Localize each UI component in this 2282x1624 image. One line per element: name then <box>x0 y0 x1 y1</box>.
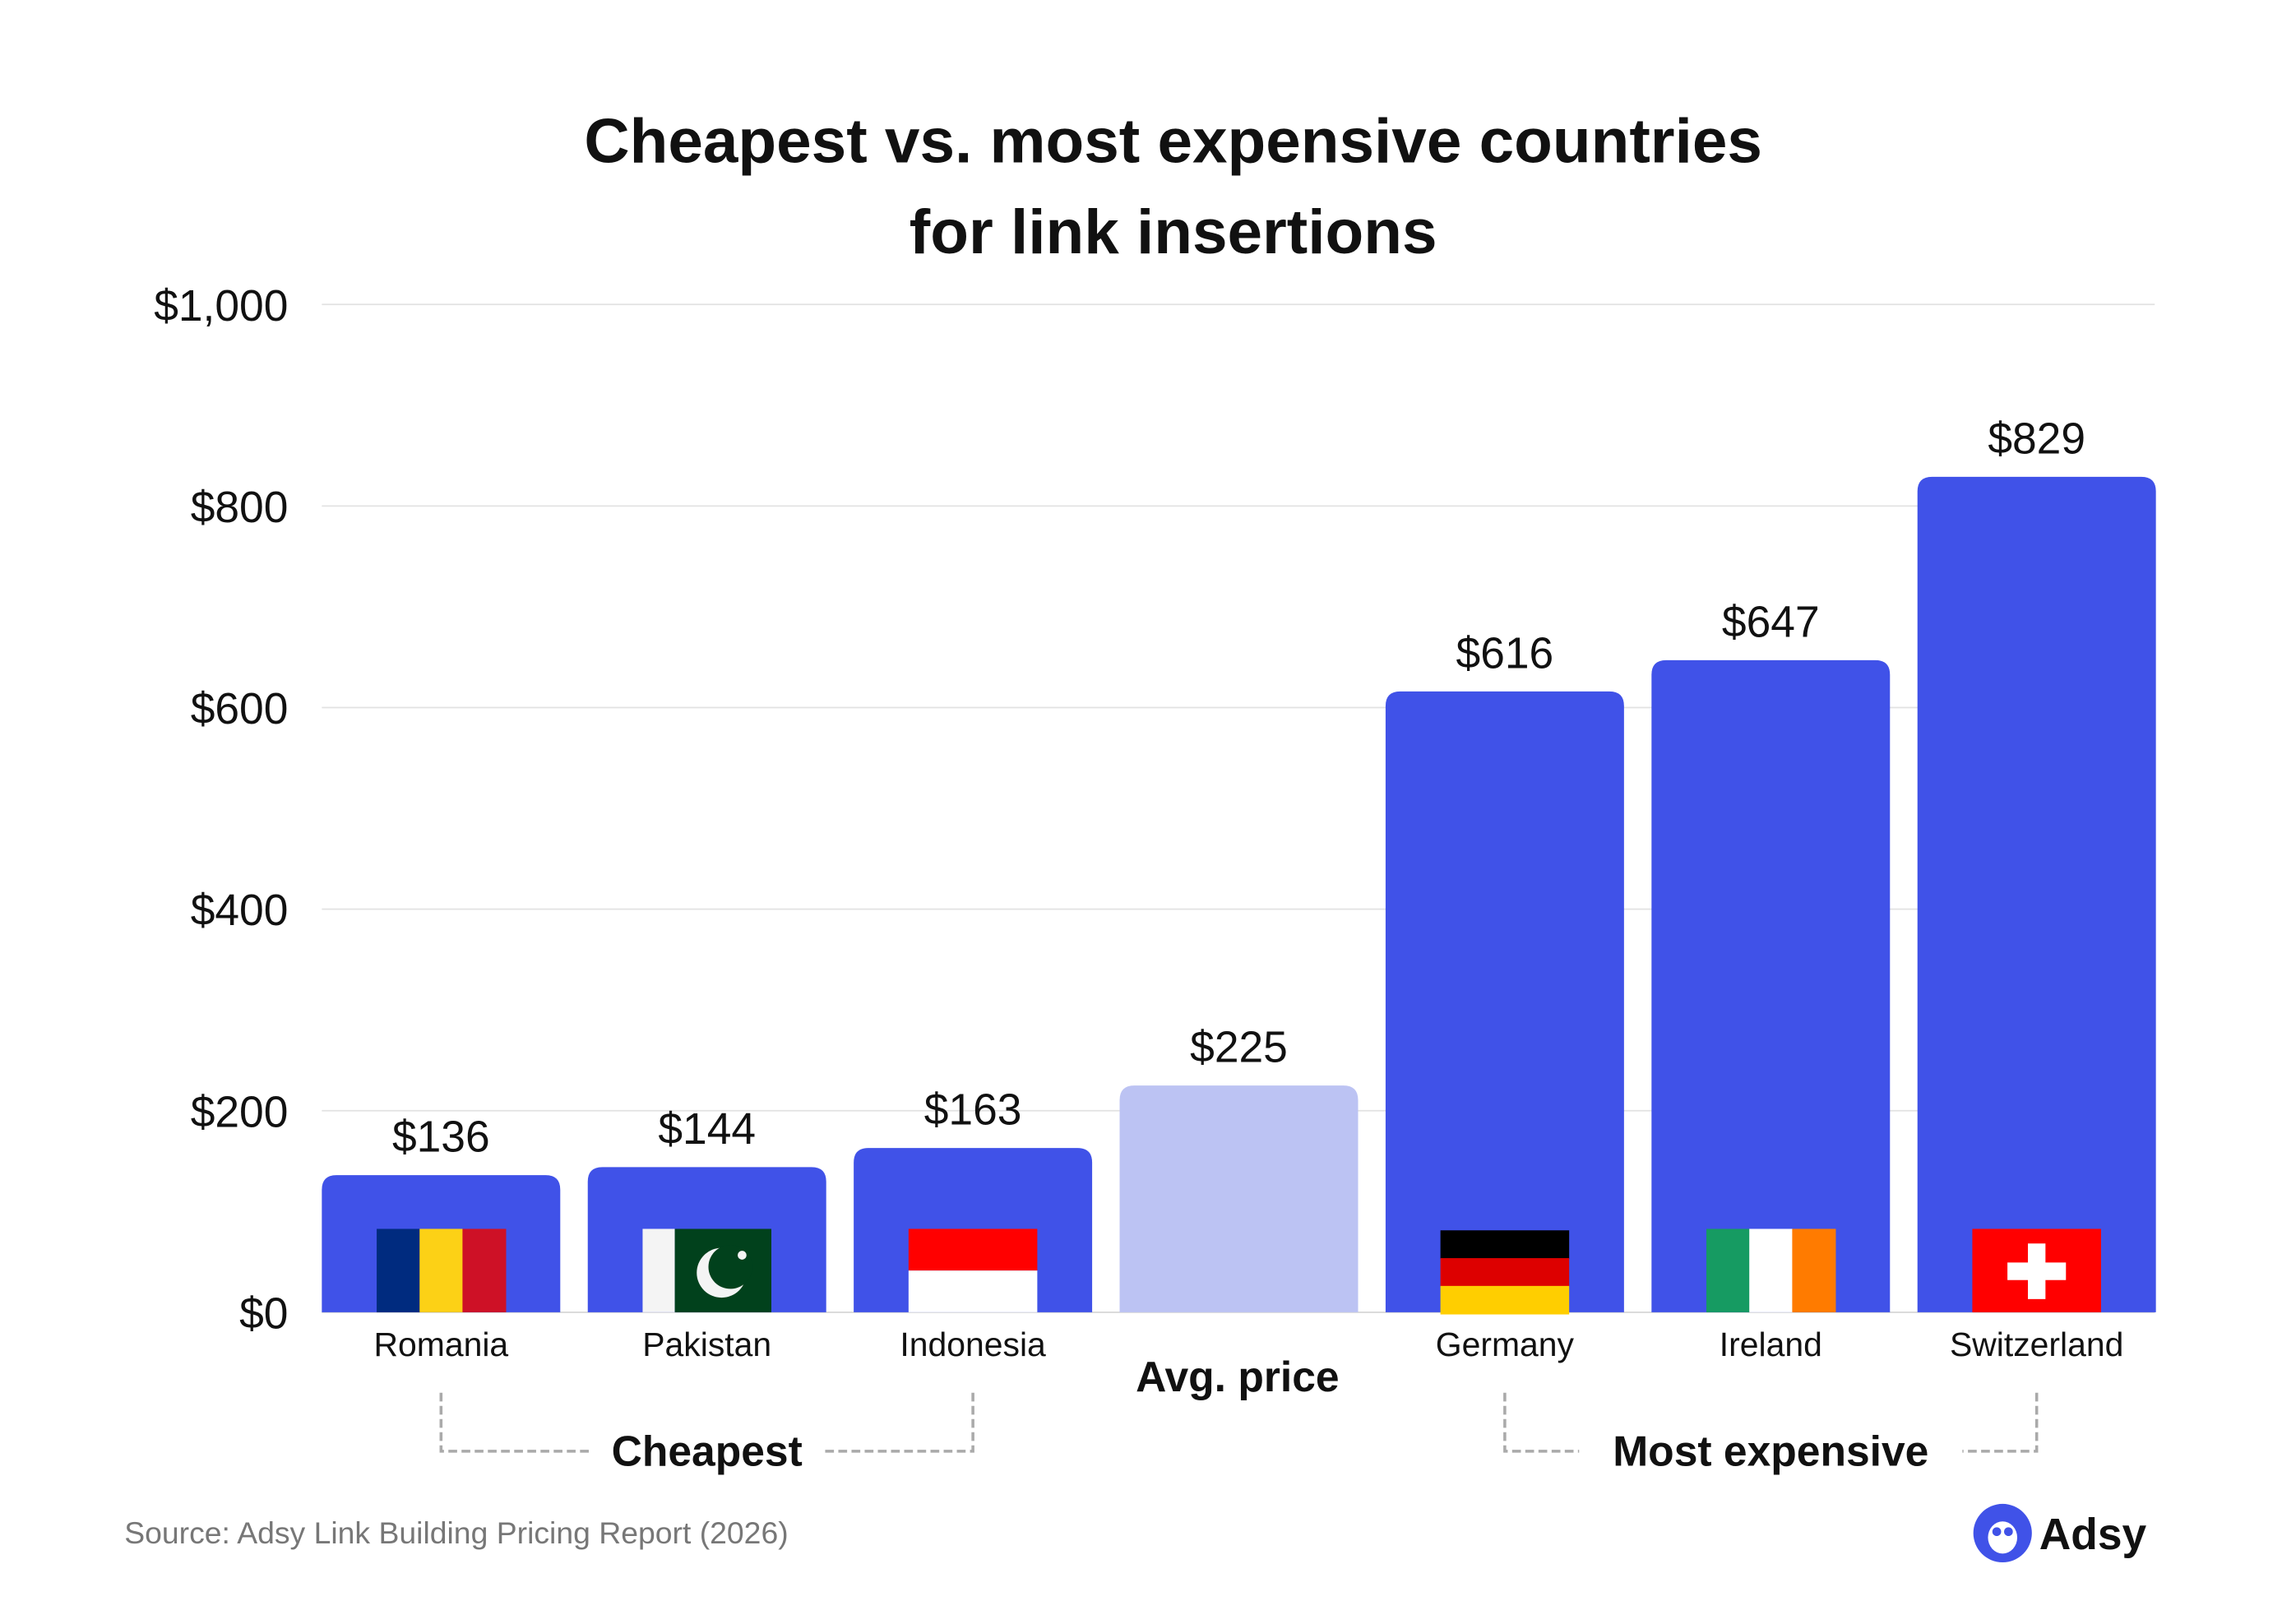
romania-flag-icon <box>377 1228 507 1312</box>
value-label: $616 <box>1456 629 1554 678</box>
y-tick-label: $200 <box>191 1088 289 1136</box>
value-label: $144 <box>658 1105 756 1154</box>
y-tick-label: $800 <box>191 483 289 532</box>
switzerland-flag-icon <box>1972 1228 2101 1312</box>
category-label: Ireland <box>1720 1326 1822 1363</box>
germany-flag-icon <box>1440 1230 1570 1315</box>
group-bracket: Most expensive <box>1503 1392 2039 1475</box>
y-tick-label: $0 <box>239 1289 288 1338</box>
bar <box>1651 659 1891 1312</box>
bar <box>1119 1085 1359 1312</box>
value-label: $136 <box>392 1113 490 1162</box>
avg-price-label: Avg. price <box>1136 1353 1339 1400</box>
bar <box>1385 691 1624 1312</box>
source-note: Source: Adsy Link Building Pricing Repor… <box>124 1515 788 1550</box>
y-tick-label: $1,000 <box>154 282 288 331</box>
value-label: $225 <box>1190 1024 1288 1072</box>
y-tick-label: $600 <box>191 685 289 733</box>
group-bracket: Cheapest <box>439 1392 974 1475</box>
group-brackets: Cheapest Most expensive <box>439 1392 2039 1475</box>
category-label: Switzerland <box>1950 1326 2123 1363</box>
category-label: Romania <box>373 1326 508 1363</box>
svg-text:Adsy: Adsy <box>2039 1511 2147 1559</box>
indonesia-flag-icon <box>908 1228 1038 1312</box>
group-label: Most expensive <box>1613 1427 1928 1475</box>
value-label: $163 <box>924 1086 1022 1135</box>
value-label: $829 <box>1988 414 2085 463</box>
y-tick-label: $400 <box>191 886 289 935</box>
category-label: Pakistan <box>642 1326 771 1363</box>
y-axis: $0 $200 $400 $600 $800 $1,000 <box>154 282 288 1339</box>
chart-title-line-2: for link insertions <box>910 197 1437 267</box>
group-label: Cheapest <box>612 1427 803 1475</box>
bar <box>1917 476 2156 1312</box>
bars: $136 Romania $144 Pakistan $163 Indonesia $225… <box>322 414 2156 1363</box>
adsy-logo: Adsy <box>1973 1503 2147 1563</box>
value-label: $647 <box>1722 598 1820 646</box>
pakistan-flag-icon <box>642 1228 771 1312</box>
category-label: Indonesia <box>900 1326 1046 1363</box>
ireland-flag-icon <box>1706 1228 1836 1312</box>
chart-title-line-1: Cheapest vs. most expensive countries <box>584 107 1762 177</box>
category-label: Germany <box>1436 1326 1575 1363</box>
